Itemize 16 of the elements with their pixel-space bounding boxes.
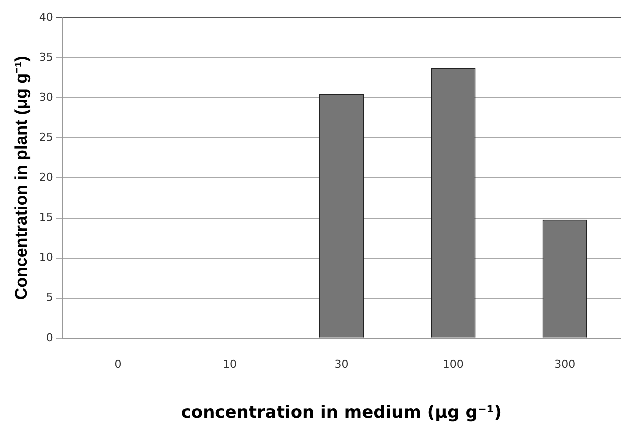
x-tick-label: 10 [222, 358, 237, 371]
x-tick-label: 0 [114, 358, 122, 371]
y-tick-label: 40 [39, 10, 54, 24]
y-axis-title: Concentration in plant (μg g⁻¹) [12, 56, 31, 300]
x-tick-label: 30 [334, 358, 349, 371]
y-tick-label: 25 [39, 131, 54, 144]
y-tick-label: 30 [39, 90, 54, 104]
x-tick-label: 100 [442, 358, 464, 371]
x-tick-label: 300 [554, 358, 576, 371]
x-axis-title: concentration in medium (μg g⁻¹) [181, 403, 502, 424]
y-tick-label: 15 [39, 211, 54, 224]
y-tick-label: 0 [46, 331, 54, 344]
y-tick-label: 5 [46, 291, 54, 304]
y-tick-label: 20 [39, 171, 54, 184]
y-tick-label: 10 [39, 251, 54, 264]
y-tick-label: 35 [39, 50, 54, 64]
